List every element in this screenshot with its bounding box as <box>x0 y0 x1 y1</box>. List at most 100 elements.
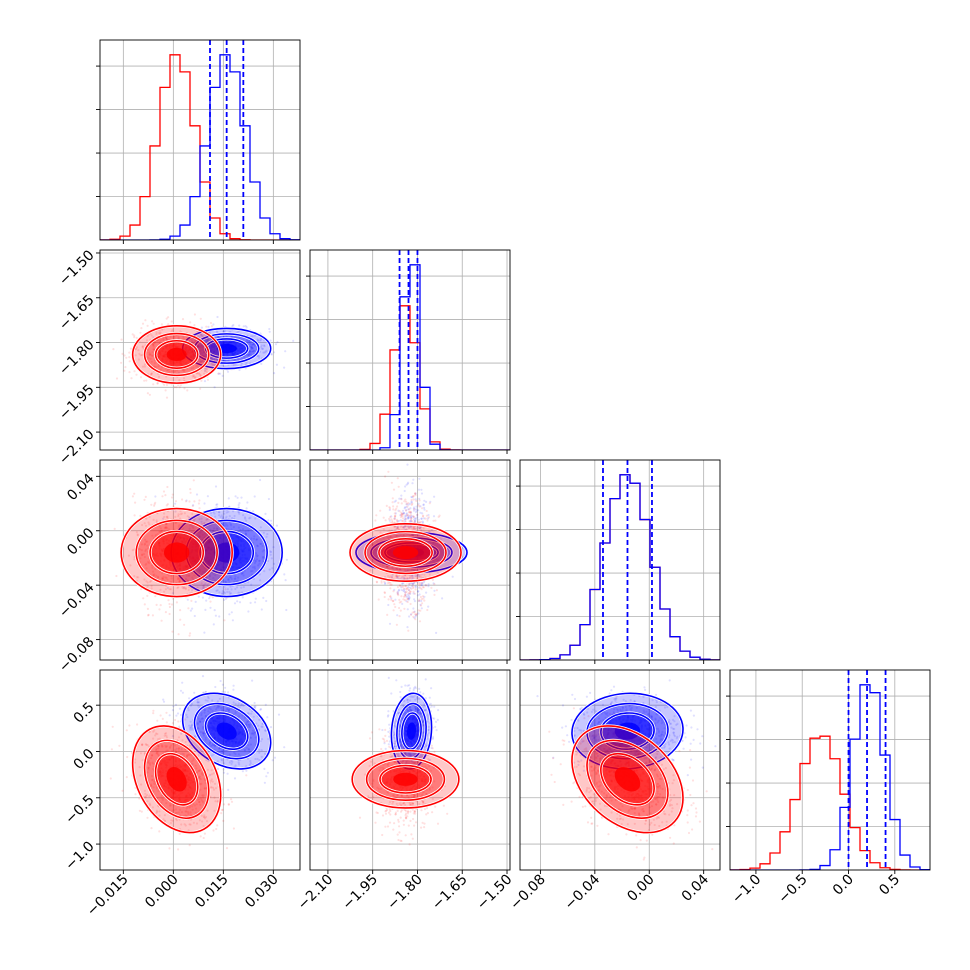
scatter-point <box>399 584 402 588</box>
scatter-point <box>417 504 420 507</box>
scatter-point <box>400 516 403 519</box>
panel-content <box>112 313 295 399</box>
scatter-point <box>410 568 413 571</box>
scatter-point <box>189 609 192 612</box>
y-tick-label: −1.80 <box>56 337 98 379</box>
scatter-point <box>246 354 249 357</box>
scatter-point <box>197 534 200 537</box>
scatter-point <box>410 503 413 506</box>
scatter-point <box>414 517 417 521</box>
scatter-point <box>415 575 418 578</box>
scatter-point <box>175 747 178 750</box>
scatter-point <box>165 383 169 387</box>
scatter-point <box>170 574 173 577</box>
scatter-point <box>146 540 149 543</box>
scatter-point <box>401 512 404 516</box>
scatter-point <box>147 614 150 617</box>
scatter-point <box>424 517 427 520</box>
scatter-point <box>409 574 412 577</box>
scatter-point <box>396 575 399 579</box>
scatter-point <box>159 604 162 607</box>
scatter-point <box>246 721 249 724</box>
scatter-point <box>396 592 399 595</box>
scatter-point <box>292 339 295 342</box>
scatter-point <box>263 767 266 771</box>
scatter-point <box>268 568 271 571</box>
scatter-point <box>210 357 213 360</box>
scatter-point <box>207 517 210 521</box>
scatter-point <box>409 511 412 514</box>
contour-line <box>204 338 249 359</box>
scatter-point <box>181 752 184 756</box>
scatter-point <box>404 591 407 594</box>
scatter-point <box>153 362 156 365</box>
scatter-point <box>408 515 411 518</box>
scatter-point <box>211 529 215 533</box>
scatter-point <box>397 594 400 597</box>
scatter-point <box>194 339 197 342</box>
scatter-point <box>412 582 415 585</box>
scatter-point <box>420 588 423 591</box>
y-tick-label: −1.65 <box>56 292 98 334</box>
scatter-point <box>405 595 409 599</box>
scatter-point <box>393 517 396 520</box>
scatter-point <box>422 514 425 517</box>
scatter-point <box>395 534 398 537</box>
scatter-point <box>262 596 265 600</box>
scatter-point <box>238 324 241 327</box>
scatter-point <box>222 751 225 754</box>
scatter-point <box>254 559 257 562</box>
scatter-point <box>199 569 202 573</box>
scatter-point <box>190 599 193 603</box>
scatter-point <box>199 345 202 348</box>
scatter-point <box>233 751 236 754</box>
scatter-point <box>252 342 255 346</box>
scatter-point <box>150 372 153 375</box>
scatter-point <box>408 577 411 580</box>
scatter-point <box>181 318 185 321</box>
scatter-point <box>418 497 421 500</box>
scatter-point <box>216 330 219 334</box>
scatter-point <box>419 529 422 532</box>
scatter-point <box>209 606 212 609</box>
contour-line <box>143 332 210 377</box>
scatter-point <box>407 592 410 595</box>
scatter-point <box>240 586 243 589</box>
scatter-point <box>187 588 190 592</box>
scatter-point <box>262 344 266 347</box>
scatter-point <box>407 629 410 632</box>
scatter-point <box>202 584 205 587</box>
scatter-point <box>404 593 407 596</box>
scatter-point <box>254 705 257 708</box>
scatter-point <box>412 478 415 481</box>
scatter-point <box>250 335 253 338</box>
scatter-point <box>390 583 393 586</box>
scatter-point <box>203 369 206 372</box>
scatter-point <box>202 731 205 735</box>
scatter-point <box>398 574 401 577</box>
scatter-point <box>204 532 207 535</box>
scatter-point <box>134 457 136 459</box>
scatter-point <box>155 519 158 522</box>
scatter-point <box>389 583 392 586</box>
scatter-point <box>159 588 162 591</box>
scatter-point <box>160 529 163 532</box>
scatter-point <box>427 605 430 608</box>
scatter-point <box>227 578 230 581</box>
scatter-point <box>217 747 221 750</box>
scatter-point <box>406 598 409 601</box>
scatter-point <box>159 368 162 371</box>
scatter-point <box>265 349 268 352</box>
scatter-point <box>423 506 426 509</box>
scatter-point <box>204 715 207 718</box>
histogram-step <box>310 264 510 450</box>
scatter-point <box>403 588 406 591</box>
scatter-point <box>151 354 154 357</box>
scatter-point <box>394 605 397 609</box>
scatter-point <box>245 519 248 522</box>
scatter-point <box>237 336 240 339</box>
scatter-point <box>143 363 146 366</box>
scatter-point <box>420 599 423 603</box>
scatter-point <box>412 569 415 572</box>
scatter-point <box>158 332 162 335</box>
